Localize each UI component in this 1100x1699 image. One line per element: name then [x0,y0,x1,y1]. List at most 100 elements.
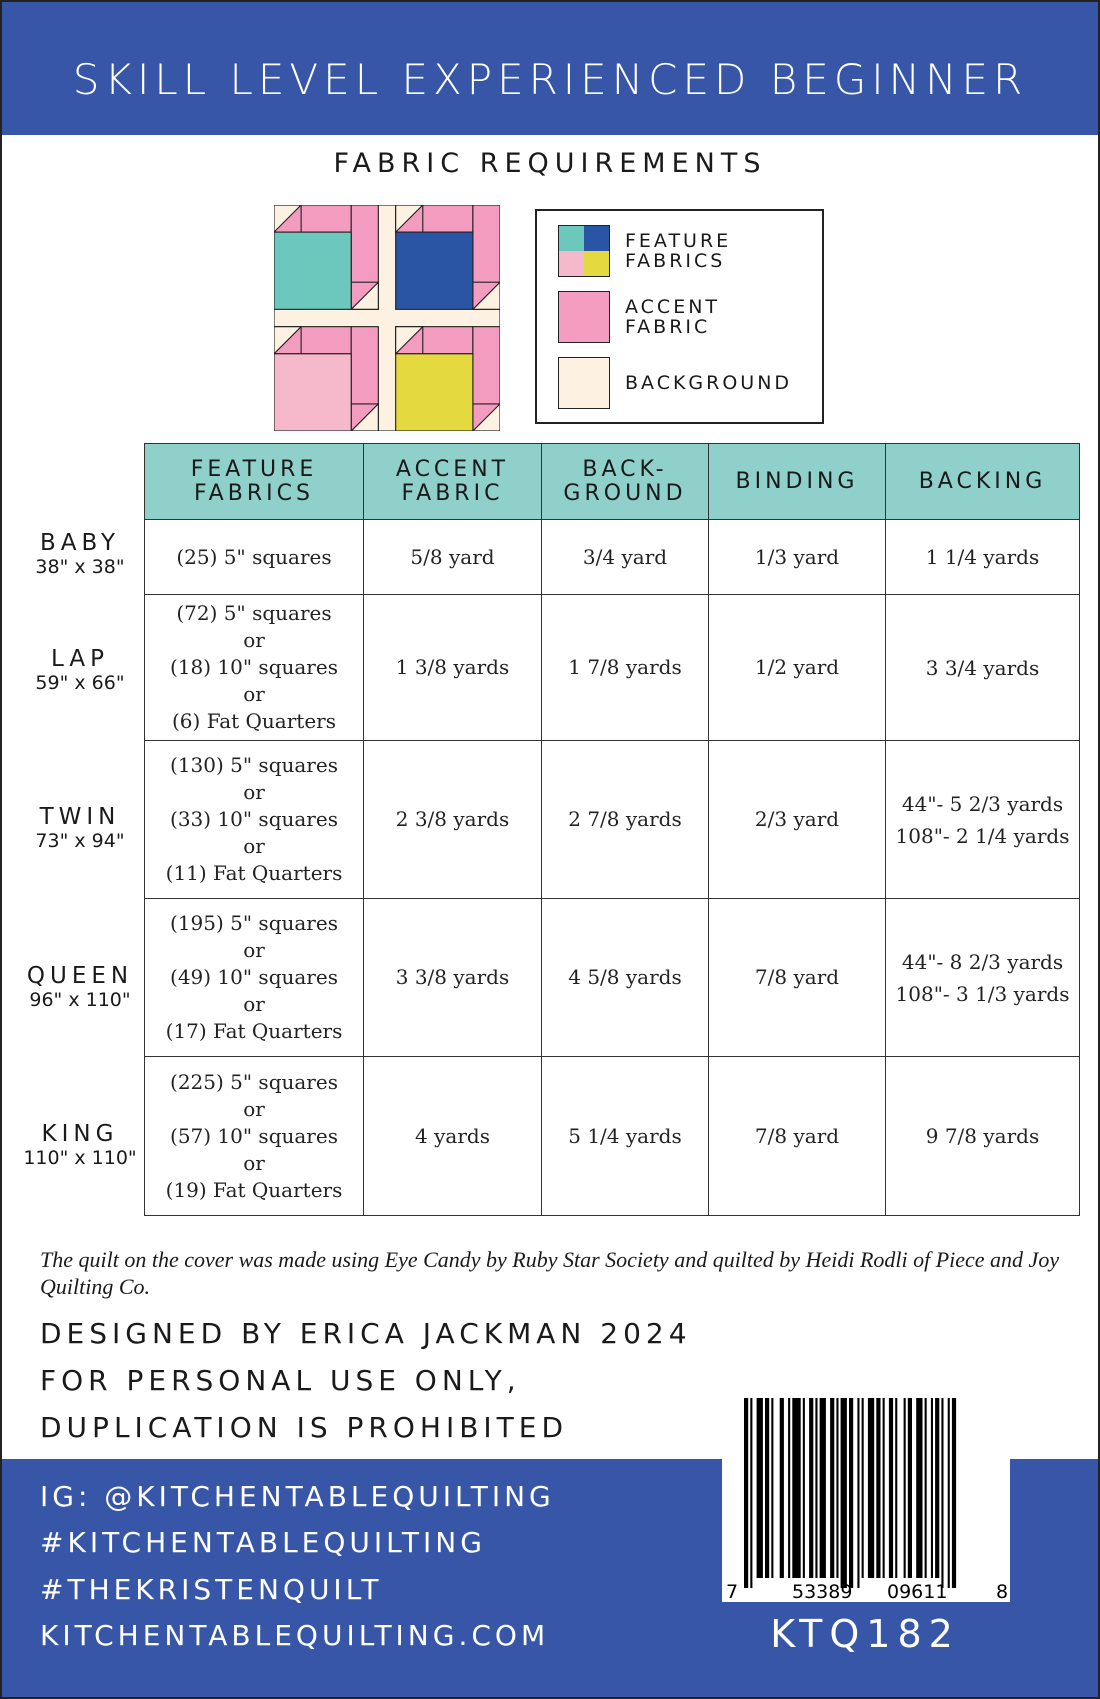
pattern-sku: KTQ182 [770,1612,960,1656]
cell-binding: 1/3 yard [708,519,886,595]
cell-binding: 1/2 yard [708,594,886,741]
barcode-bar [771,1398,774,1578]
hashtag-brand: #KITCHENTABLEQUILTING [40,1526,486,1559]
barcode-bar [888,1398,894,1578]
barcode-bar [840,1398,847,1588]
fabric-requirements-table: FEATURE FABRICS ACCENT FABRIC BACK- GROUND BIN… [144,443,1080,1216]
table-row: (195) 5" squares or (49) 10" squares or (17)… [144,898,1080,1057]
barcode-bar [809,1398,814,1578]
cell-background: 4 5/8 yards [541,898,709,1057]
header-band [2,2,1098,135]
cell-backing: 44"- 8 2/3 yards 108"- 3 1/3 yards [885,898,1080,1057]
cell-accent: 5/8 yard [363,519,542,595]
quilt-block-diagram [274,205,500,431]
barcode-bar [779,1398,784,1578]
svg-text:7: 7 [726,1581,738,1602]
barcode-bar [951,1398,957,1588]
barcode-bar [802,1398,805,1578]
barcode-bar [849,1398,854,1588]
svg-text:09611: 09611 [887,1581,947,1602]
barcode-bar [765,1398,770,1578]
column-header: FEATURE FABRICS [144,443,364,520]
barcode-bar [903,1398,906,1578]
barcode-bar [895,1398,898,1578]
usage-notice: FOR PERSONAL USE ONLY, [40,1364,521,1397]
barcode-bar [819,1398,826,1578]
legend-swatch-accent [558,291,610,343]
block-quadrant [274,205,379,310]
legend-label-feature: FEATURE FABRICS [625,230,732,272]
cell-feature: (25) 5" squares [144,519,364,595]
legend-label-accent: ACCENT FABRIC [625,296,721,338]
cell-feature: (130) 5" squares or (33) 10" squares or (11)… [144,740,364,899]
barcode-bar [876,1398,881,1578]
column-header: BINDING [708,443,886,520]
table-row: (225) 5" squares or (57) 10" squares or (19)… [144,1056,1080,1216]
block-quadrant [274,326,379,431]
column-header: ACCENT FABRIC [363,443,542,520]
cell-accent: 3 3/8 yards [363,898,542,1057]
barcode-bar [792,1398,801,1578]
size-label: QUEEN 96" x 110" [26,962,134,1011]
legend-swatch-feature [558,225,610,277]
barcode-bar [867,1398,875,1578]
cell-binding: 2/3 yard [708,740,886,899]
cell-background: 3/4 yard [541,519,709,595]
svg-text:8: 8 [996,1581,1008,1602]
table-row: (130) 5" squares or (33) 10" squares or (11)… [144,740,1080,899]
barcode-bar [882,1398,885,1578]
section-title: FABRIC REQUIREMENTS [333,148,767,179]
block-quadrant [395,205,500,310]
barcode-bar [750,1398,753,1588]
cell-binding: 7/8 yard [708,898,886,1057]
hashtag-pattern: #THEKRISTENQUILT [40,1573,383,1606]
barcode: 7 53389 09611 8 [722,1398,1010,1603]
svg-text:53389: 53389 [792,1581,852,1602]
instagram-handle: IG: @KITCHENTABLEQUILTING [40,1480,555,1513]
legend: FEATURE FABRICS ACCENT FABRIC BACKGROUND [535,209,824,424]
legend-swatch-background [558,357,610,409]
barcode-bar [935,1398,940,1578]
cell-background: 1 7/8 yards [541,594,709,741]
barcode-bar [861,1398,864,1578]
cover-note: The quilt on the cover was made using Ey… [40,1247,1060,1299]
barcode-bar [836,1398,839,1578]
duplication-notice: DUPLICATION IS PROHIBITED [40,1411,569,1444]
column-header: BACK- GROUND [541,443,709,520]
website: KITCHENTABLEQUILTING.COM [40,1619,550,1652]
barcode-bar [930,1398,933,1578]
barcode-bar [916,1398,923,1578]
skill-level-title: SKILL LEVEL EXPERIENCED BEGINNER [72,55,1028,104]
block-quadrant [395,326,500,431]
column-header: BACKING [885,443,1080,520]
size-label: LAP 59" x 66" [35,646,125,694]
barcode-bar [756,1398,763,1578]
barcode-bar [924,1398,927,1578]
size-label: BABY 38" x 38" [35,529,125,578]
cell-backing: 1 1/4 yards [885,519,1080,595]
barcode-bar [941,1398,944,1588]
cell-binding: 7/8 yard [708,1056,886,1216]
cell-accent: 1 3/8 yards [363,594,542,741]
cell-accent: 4 yards [363,1056,542,1216]
table-header-row: FEATURE FABRICS ACCENT FABRIC BACK- GROUND BIN… [144,443,1080,520]
size-label: KING 110" x 110" [23,1121,137,1169]
cell-feature: (225) 5" squares or (57) 10" squares or (19)… [144,1056,364,1216]
cell-backing: 9 7/8 yards [885,1056,1080,1216]
table-row: (72) 5" squares or (18) 10" squares or (6) F… [144,594,1080,741]
barcode-bar [744,1398,749,1588]
cell-background: 2 7/8 yards [541,740,709,899]
cell-feature: (72) 5" squares or (18) 10" squares or (6) F… [144,594,364,741]
legend-label-background: BACKGROUND [625,372,793,394]
table-row: (25) 5" squares 5/8 yard 3/4 yard 1/3 yard 1… [144,519,1080,595]
barcode-bar [947,1398,950,1588]
barcode-bar [857,1398,860,1588]
size-label: TWIN 73" x 94" [35,804,125,852]
barcode-bar [788,1398,791,1578]
barcode-bar [815,1398,818,1578]
barcode-bar [907,1398,912,1578]
cell-feature: (195) 5" squares or (49) 10" squares or (17)… [144,898,364,1057]
cell-accent: 2 3/8 yards [363,740,542,899]
barcode-bar [830,1398,835,1578]
cell-background: 5 1/4 yards [541,1056,709,1216]
